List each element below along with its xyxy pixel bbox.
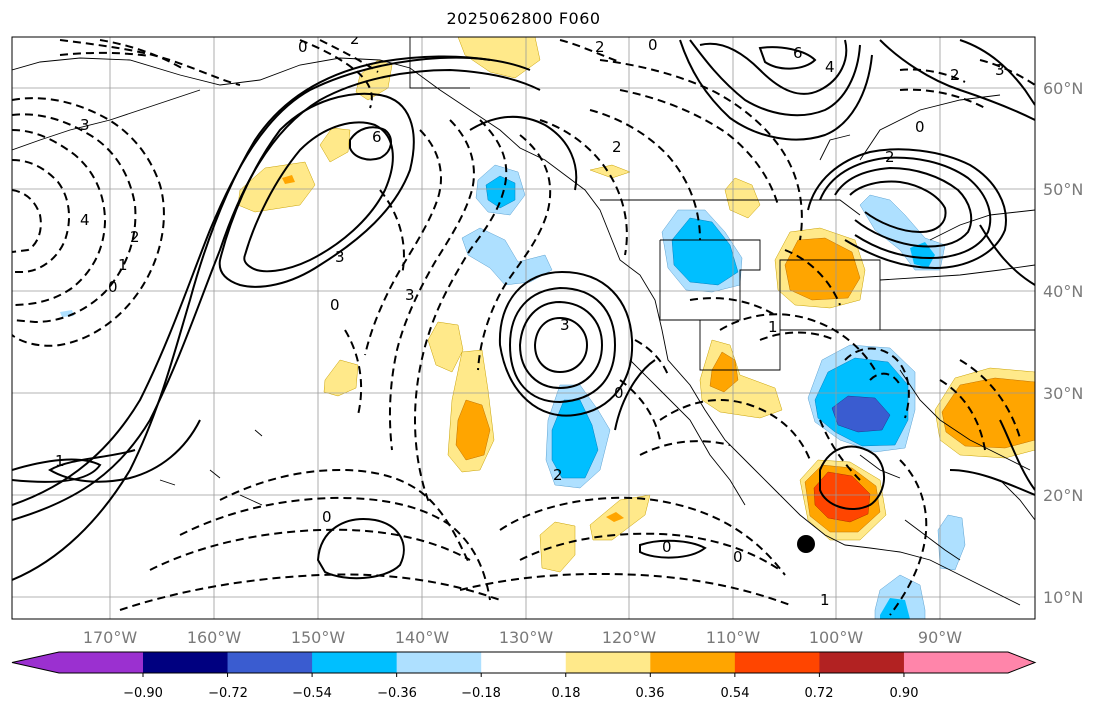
lon-label: 150°W [291,628,346,647]
shade-orange-center [455,399,491,461]
shade-orange-pac [282,175,295,184]
contour-label: 4 [825,58,835,76]
shade-yellow-center2 [323,359,359,397]
lat-label: 30°N [1043,384,1083,403]
contour-label: 0 [915,118,925,136]
colorbar-tick-label: 0.18 [552,686,581,701]
map-area: 1 3 4 6 2 0 3 2 0 6 2 0 3 0 2 3 1 0 1 0 … [12,30,1035,619]
shade-yellow-center1 [427,321,464,373]
contour-label: 1 [55,452,65,470]
contour-label: 1 [118,256,128,274]
contour-label: 1 [768,318,778,336]
negative-contours [12,39,1035,616]
contour-label: 3 [560,316,570,334]
positive-contours [12,39,1035,581]
contour-label: 2 [553,466,563,484]
colorbar-tick-label: −0.72 [208,686,248,701]
colorbar-outline [11,651,1037,674]
shade-yellow-pacific-north [237,161,316,213]
colorbar-tick-label: −0.36 [377,686,417,701]
contour-label: 3 [335,248,345,266]
longitude-labels: 170°W 160°W 150°W 140°W 130°W 120°W 110°… [83,628,962,647]
colorbar-cell [312,652,398,673]
lon-label: 160°W [187,628,242,647]
colorbar-extension-low [12,652,59,673]
shade-orange-sw [709,351,739,393]
contour-label: 2 [950,66,960,84]
contour-label: 0 [298,38,308,56]
contour-label: 0 [648,36,658,54]
shade-blue-bc [485,175,516,209]
lon-label: 110°W [706,628,761,647]
coastlines [12,37,1035,606]
contour-label: 2 [130,228,140,246]
shade-blue-rockies [671,217,739,286]
colorbar-tick-label: 0.72 [805,686,834,701]
colorbar-cell [227,652,313,673]
shade-yellow-can [724,177,761,219]
colorbar-tick-label: −0.18 [461,686,501,701]
colorbar-tick-label: −0.90 [123,686,163,701]
shade-orange-gulfcoast [941,377,1035,449]
lon-label: 140°W [395,628,450,647]
contour-label: 2 [885,148,895,166]
lon-label: 120°W [602,628,657,647]
colorbar-cell [565,652,651,673]
contour-label: 2 [612,138,622,156]
lat-label: 60°N [1043,79,1083,98]
contour-label: 3 [80,116,90,134]
colorbar-cell [481,652,567,673]
contour-label: 6 [372,128,382,146]
lat-label: 10°N [1043,588,1083,607]
shade-yellow-south1 [539,521,576,573]
colorbar-tick-label: 0.36 [636,686,665,701]
contour-label: 0 [733,548,743,566]
colorbar-cell [734,652,820,673]
colorbar-cell [59,652,143,673]
contour-label: 6 [793,44,803,62]
lat-label: 20°N [1043,486,1083,505]
lat-label: 50°N [1043,180,1083,199]
contour-label: 3 [995,61,1005,79]
contour-label: 0 [108,278,118,296]
latitude-labels: 60°N 50°N 40°N 30°N 20°N 10°N [1043,79,1083,607]
colorbar-cell [819,652,905,673]
colorbar: −0.90 −0.72 −0.54 −0.36 −0.18 0.18 0.36 … [11,651,1037,701]
location-dot-marker [797,535,815,553]
shade-orange-plains [784,237,861,301]
colorbar-tick-label: −0.54 [292,686,332,701]
contour-label: 3 [405,286,415,304]
map-title: 2025062800 F060 [446,9,601,28]
shade-yellow-alaska-north [457,37,541,79]
map-frame [11,36,1036,620]
colorbar-cell [650,652,736,673]
lon-label: 170°W [83,628,138,647]
lon-label: 100°W [809,628,864,647]
contour-label: 0 [662,538,672,556]
lon-label: 130°W [499,628,554,647]
colorbar-tick-label: 0.90 [890,686,919,701]
contour-label: 2 [595,38,605,56]
colorbar-extension-high [903,652,1035,673]
shade-orange-small [606,512,624,522]
contour-label: 0 [614,384,624,402]
colorbar-cell [143,652,229,673]
colorbar-cell [396,652,482,673]
contour-labels: 1 3 4 6 2 0 3 2 0 6 2 0 3 0 2 3 1 0 1 0 … [55,30,1005,609]
shade-mblue-texas [831,395,891,433]
graticule [12,37,1035,619]
contour-label: 0 [322,508,332,526]
shade-lblue-pac-east [461,227,553,286]
lon-label: 90°W [918,628,962,647]
contour-label: 0 [330,296,340,314]
contour-label: 2 [350,30,360,48]
lat-label: 40°N [1043,282,1083,301]
contour-label: 4 [80,211,90,229]
contour-label: 1 [820,591,830,609]
shade-blue-lakes [910,242,935,268]
colorbar-tick-label: 0.54 [721,686,750,701]
